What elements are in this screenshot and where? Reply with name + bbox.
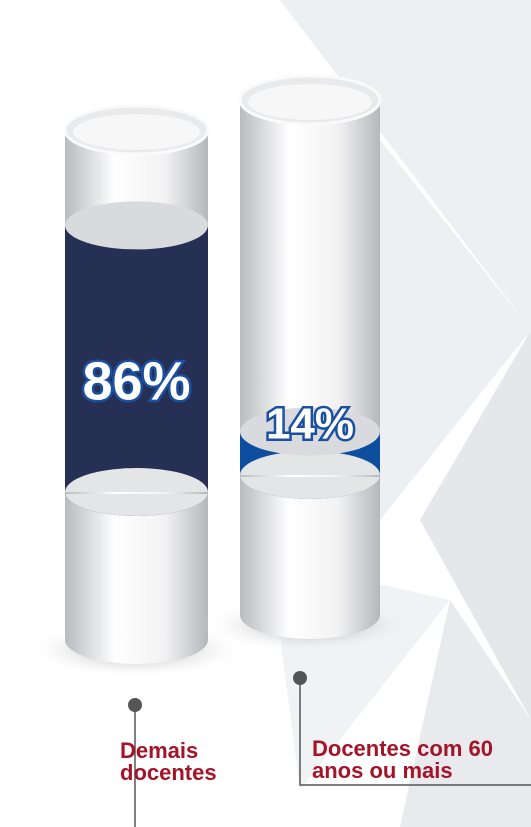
cylinder-rim xyxy=(240,407,380,456)
category-label: Demais docentes xyxy=(120,738,217,785)
connector xyxy=(299,678,531,786)
value-label: 86% xyxy=(82,351,190,411)
cylinder-bottom xyxy=(240,591,380,639)
cylinder-body xyxy=(240,100,380,615)
cylinder-top-inner xyxy=(248,84,372,120)
category-label: Docentes com 60 anos ou mais xyxy=(312,736,493,783)
connector-dot xyxy=(128,698,142,712)
bar xyxy=(65,225,208,492)
cylinder-top-inner xyxy=(73,114,200,150)
cylinder-body xyxy=(65,492,208,494)
value-label: 14% xyxy=(266,400,354,449)
cylinder-bottom xyxy=(65,616,208,664)
cylinder-body xyxy=(240,475,380,477)
cylinder-rim xyxy=(65,201,208,250)
connector-dot xyxy=(293,671,307,685)
